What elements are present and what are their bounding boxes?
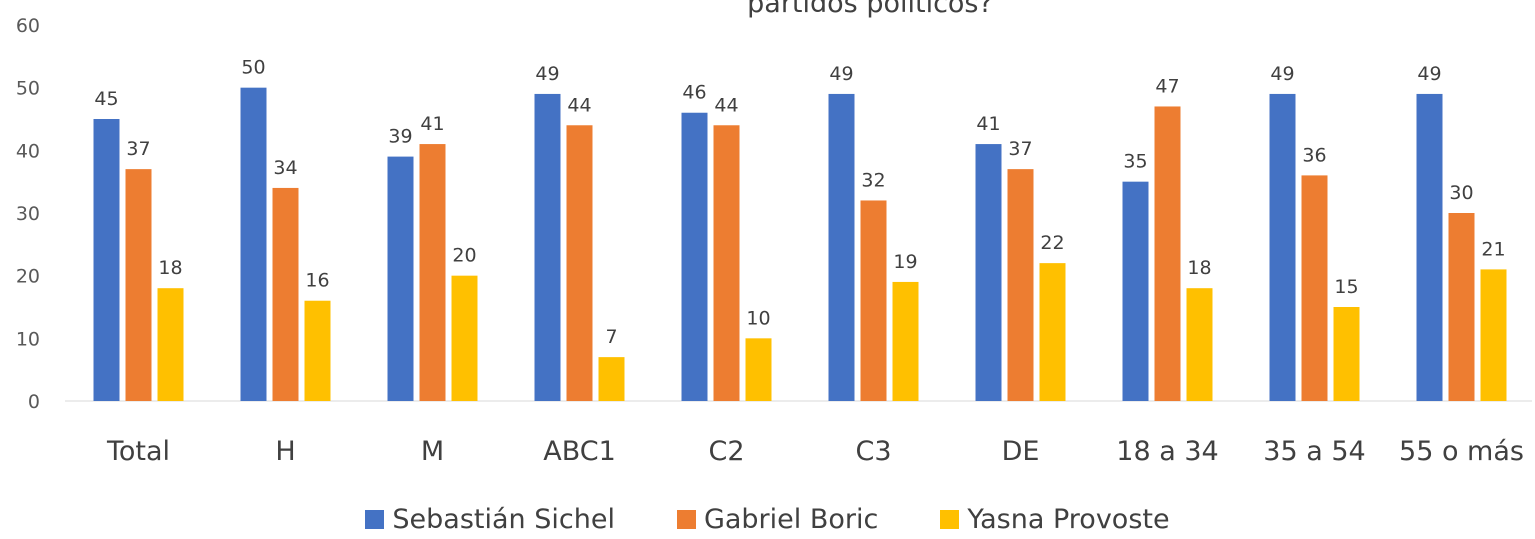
bar [598, 357, 625, 401]
data-label: 49 [535, 63, 559, 85]
data-label: 45 [94, 88, 118, 110]
data-label: 39 [388, 126, 412, 148]
data-label: 41 [976, 113, 1000, 135]
legend-item-provoste: Yasna Provoste [940, 504, 1170, 535]
legend-swatch [365, 510, 385, 529]
legend-item-boric: Gabriel Boric [676, 504, 879, 535]
category-label: Total [106, 436, 170, 467]
bar [419, 144, 446, 402]
category-label: C2 [708, 436, 744, 467]
data-label: 20 [452, 245, 476, 267]
data-label: 34 [273, 157, 297, 179]
bar [1007, 169, 1034, 401]
data-label: 21 [1481, 238, 1505, 260]
data-label: 49 [1417, 63, 1441, 85]
bar [1416, 93, 1443, 401]
bar [1154, 106, 1181, 401]
bar [975, 144, 1002, 402]
y-tick-label: 40 [16, 140, 40, 162]
y-tick-label: 50 [16, 78, 40, 100]
y-tick-label: 10 [16, 328, 40, 350]
data-label: 37 [1008, 138, 1032, 160]
category-label: 55 o más [1399, 436, 1524, 467]
data-label: 44 [567, 94, 591, 116]
y-tick-label: 0 [28, 391, 40, 413]
data-label: 46 [682, 82, 706, 104]
bar [1269, 93, 1296, 401]
y-tick-label: 20 [16, 266, 40, 288]
bar [304, 300, 331, 401]
bar [713, 125, 740, 402]
bar [1186, 288, 1213, 401]
data-label: 32 [861, 169, 885, 191]
data-label: 18 [158, 257, 182, 279]
chart-title: partidos políticos? [747, 0, 993, 19]
data-label: 37 [126, 138, 150, 160]
bar [828, 93, 855, 401]
bar [1480, 269, 1507, 401]
bar [272, 187, 299, 401]
data-label: 49 [829, 63, 853, 85]
category-label: M [421, 436, 444, 467]
bar [892, 281, 919, 401]
data-label: 35 [1123, 151, 1147, 173]
bar [1448, 213, 1475, 401]
data-label: 36 [1302, 144, 1326, 166]
bar [566, 125, 593, 402]
data-label: 18 [1187, 257, 1211, 279]
category-label: H [275, 436, 295, 467]
data-label: 30 [1449, 182, 1473, 204]
data-label: 50 [241, 57, 265, 79]
legend-swatch [940, 510, 960, 529]
category-label: DE [1002, 436, 1040, 467]
bar [860, 200, 887, 401]
category-label: C3 [855, 436, 891, 467]
bar-chart: partidos políticos? 0 10 20 30 40 50 60 45 37 18… [16, 0, 1532, 467]
data-label: 7 [605, 326, 617, 348]
bar [745, 338, 772, 401]
data-label: 44 [714, 94, 738, 116]
bar [387, 156, 414, 401]
bar [534, 93, 561, 401]
data-label: 19 [893, 251, 917, 273]
bar [157, 288, 184, 401]
legend: Sebastián Sichel Gabriel Boric Yasna Pro… [0, 504, 1535, 535]
bar [1301, 175, 1328, 401]
legend-label: Gabriel Boric [703, 504, 879, 535]
legend-item-sichel: Sebastián Sichel [365, 504, 615, 535]
category-label: 18 a 34 [1116, 436, 1218, 467]
y-axis: 0 10 20 30 40 50 60 [16, 15, 40, 413]
legend-label: Yasna Provoste [967, 504, 1170, 535]
data-label: 47 [1155, 75, 1179, 97]
legend-swatch [676, 510, 696, 529]
bar [240, 87, 267, 402]
legend-label: Sebastián Sichel [392, 504, 615, 535]
data-label: 15 [1334, 276, 1358, 298]
y-tick-label: 60 [16, 15, 40, 37]
bar [1122, 181, 1149, 401]
y-tick-label: 30 [16, 203, 40, 225]
bar [125, 169, 152, 401]
bars [93, 87, 1507, 402]
category-labels: Total H M ABC1 C2 C3 DE 18 a 34 35 a 54 55 o más [106, 436, 1524, 467]
data-label: 22 [1040, 232, 1064, 254]
category-label: 35 a 54 [1263, 436, 1365, 467]
bar [1333, 307, 1360, 401]
data-label: 41 [420, 113, 444, 135]
data-label: 10 [746, 307, 770, 329]
bar [681, 112, 708, 401]
bar [451, 275, 478, 401]
category-label: ABC1 [543, 436, 616, 467]
bar [93, 119, 120, 401]
bar [1039, 263, 1066, 401]
data-labels: 45 37 18 50 34 16 39 41 20 49 44 7 46 44 10 49 32 19 41 37 2… [94, 57, 1505, 348]
data-label: 16 [305, 270, 329, 292]
data-label: 49 [1270, 63, 1294, 85]
